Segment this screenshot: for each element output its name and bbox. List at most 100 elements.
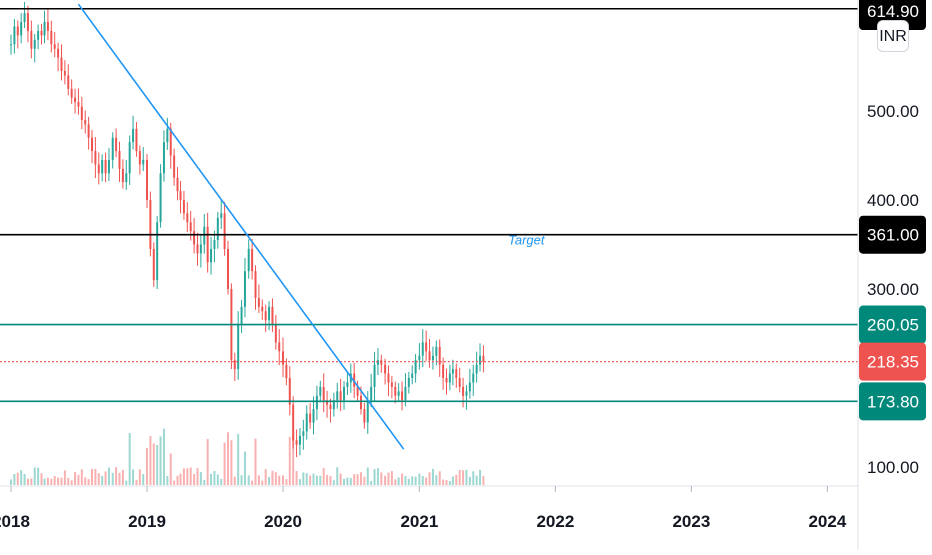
candle-body[interactable]	[359, 395, 362, 410]
candle-body[interactable]	[475, 364, 478, 374]
candle-body[interactable]	[309, 413, 312, 423]
candle-body[interactable]	[10, 44, 12, 46]
candle-body[interactable]	[282, 351, 284, 365]
candle-body[interactable]	[210, 248, 213, 263]
candle-body[interactable]	[363, 409, 366, 423]
candle-body[interactable]	[373, 364, 376, 387]
candle-body[interactable]	[380, 360, 383, 365]
candle-body[interactable]	[118, 151, 121, 169]
candle-body[interactable]	[336, 391, 339, 401]
candle-body[interactable]	[63, 70, 66, 76]
candle-body[interactable]	[445, 378, 448, 383]
candle-body[interactable]	[46, 22, 49, 31]
candle-body[interactable]	[274, 324, 277, 343]
candle-body[interactable]	[132, 128, 135, 143]
candle-body[interactable]	[213, 240, 216, 249]
candle-body[interactable]	[285, 364, 288, 378]
candle-body[interactable]	[315, 395, 318, 410]
candle-body[interactable]	[182, 200, 185, 214]
candle-body[interactable]	[312, 409, 315, 423]
candle-body[interactable]	[288, 378, 291, 405]
candle-body[interactable]	[87, 124, 90, 138]
candle-body[interactable]	[23, 13, 26, 22]
candle-body[interactable]	[462, 386, 465, 396]
candle-body[interactable]	[121, 168, 124, 183]
candle-body[interactable]	[43, 22, 46, 36]
candle-body[interactable]	[438, 346, 441, 365]
candle-body[interactable]	[156, 222, 159, 281]
candle-body[interactable]	[404, 386, 407, 401]
candle-body[interactable]	[60, 57, 63, 71]
candle-body[interactable]	[356, 386, 359, 396]
candle-body[interactable]	[77, 102, 80, 107]
candle-body[interactable]	[115, 137, 118, 152]
candle-body[interactable]	[387, 373, 390, 383]
candle-body[interactable]	[295, 440, 298, 445]
candle-body[interactable]	[397, 391, 400, 396]
candle-body[interactable]	[421, 342, 424, 356]
candle-body[interactable]	[254, 271, 257, 298]
candle-body[interactable]	[159, 173, 162, 223]
currency-badge[interactable]: INR	[877, 20, 909, 52]
candle-body[interactable]	[67, 75, 70, 89]
candle-body[interactable]	[169, 128, 172, 156]
candle-body[interactable]	[425, 342, 428, 352]
candle-body[interactable]	[261, 306, 264, 312]
candle-body[interactable]	[376, 360, 379, 365]
candle-body[interactable]	[292, 404, 295, 441]
candle-body[interactable]	[326, 400, 329, 405]
candle-body[interactable]	[37, 30, 40, 40]
candle-body[interactable]	[220, 213, 223, 218]
candle-body[interactable]	[414, 360, 417, 374]
candle-body[interactable]	[366, 400, 369, 423]
candle-body[interactable]	[74, 97, 77, 103]
candle-body[interactable]	[13, 26, 16, 45]
candle-body[interactable]	[468, 382, 471, 392]
candle-body[interactable]	[189, 222, 192, 232]
candle-body[interactable]	[257, 297, 260, 307]
candle-body[interactable]	[223, 213, 226, 249]
annotation-label[interactable]: Target	[508, 233, 546, 248]
candle-body[interactable]	[176, 177, 179, 192]
candle-body[interactable]	[418, 355, 421, 361]
candle-body[interactable]	[80, 106, 83, 120]
candle-body[interactable]	[390, 382, 393, 387]
candle-body[interactable]	[322, 386, 325, 401]
candle-body[interactable]	[384, 364, 387, 374]
candle-body[interactable]	[394, 386, 397, 396]
candle-body[interactable]	[196, 244, 199, 254]
candle-body[interactable]	[146, 159, 148, 200]
candle-body[interactable]	[166, 128, 169, 143]
candle-body[interactable]	[97, 164, 100, 174]
candle-body[interactable]	[271, 306, 274, 325]
candle-body[interactable]	[448, 373, 451, 383]
candle-body[interactable]	[193, 231, 196, 245]
candle-body[interactable]	[199, 244, 202, 254]
candle-body[interactable]	[411, 373, 414, 378]
candle-body[interactable]	[264, 311, 267, 321]
candle-body[interactable]	[343, 386, 346, 401]
candle-body[interactable]	[125, 173, 128, 183]
candle-body[interactable]	[479, 355, 482, 365]
candle-body[interactable]	[84, 119, 87, 125]
candle-body[interactable]	[302, 431, 305, 436]
candle-body[interactable]	[173, 155, 176, 178]
candle-body[interactable]	[33, 39, 36, 49]
candle-body[interactable]	[186, 213, 189, 223]
candle-body[interactable]	[240, 306, 243, 325]
candle-body[interactable]	[465, 391, 468, 396]
candle-body[interactable]	[329, 404, 332, 410]
candle-body[interactable]	[237, 324, 240, 370]
trendline[interactable]	[77, 3, 405, 450]
candle-body[interactable]	[401, 391, 404, 401]
candle-body[interactable]	[50, 30, 53, 45]
candle-body[interactable]	[30, 30, 33, 49]
candle-body[interactable]	[70, 88, 73, 98]
candle-body[interactable]	[339, 391, 342, 401]
candle-body[interactable]	[455, 369, 458, 378]
candle-body[interactable]	[142, 159, 145, 165]
candle-body[interactable]	[179, 191, 182, 200]
candle-body[interactable]	[104, 159, 107, 174]
